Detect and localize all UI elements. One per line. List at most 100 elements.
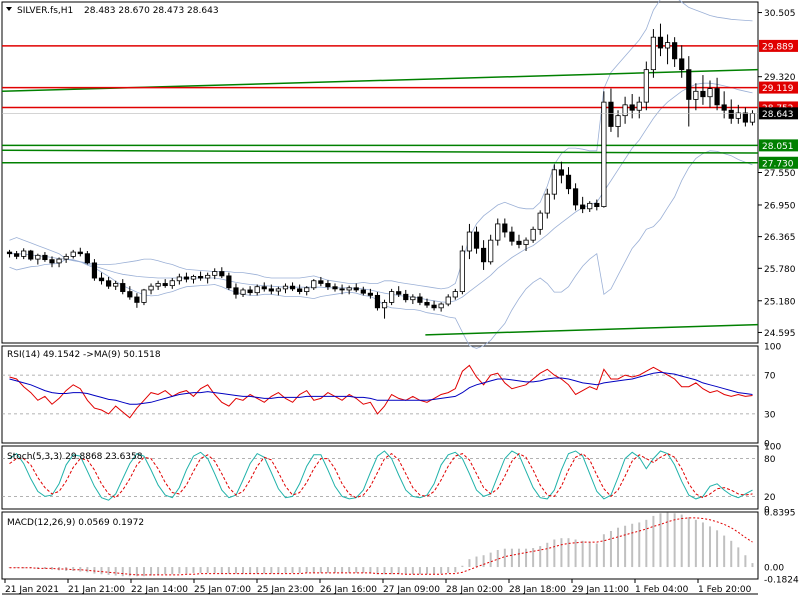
candle xyxy=(84,250,90,265)
candle-body-bull xyxy=(650,36,657,71)
price-tick-label: 26.950 xyxy=(764,201,796,211)
candle-body-bull xyxy=(275,288,282,292)
candle-body-bear xyxy=(98,277,105,282)
candle-body-bull xyxy=(254,286,260,294)
candle xyxy=(360,286,366,296)
candle xyxy=(70,249,76,259)
candle xyxy=(735,104,741,124)
candle-body-bull xyxy=(438,303,444,309)
time-tick-label: 1 Feb 20:00 xyxy=(698,585,752,595)
macd-signal-line xyxy=(9,517,753,576)
candle-body-bear xyxy=(516,240,522,245)
candle xyxy=(381,299,388,319)
candle xyxy=(565,167,572,195)
candle-body-bear xyxy=(120,283,126,292)
price-tick-label: 27.550 xyxy=(764,169,796,179)
candle-body-bull xyxy=(240,289,246,295)
candle-body-bear xyxy=(84,253,90,264)
candle-body-bear xyxy=(396,291,402,295)
candle xyxy=(77,247,83,257)
candle-body-bull xyxy=(466,231,473,252)
candle xyxy=(664,34,671,65)
candle xyxy=(318,276,324,287)
time-tick-label: 21 Jan 21:00 xyxy=(68,585,125,595)
candle-body-bull xyxy=(544,193,550,214)
candle xyxy=(56,257,62,268)
candle-body-bear xyxy=(219,271,225,277)
candle xyxy=(155,280,161,290)
candle-body-bear xyxy=(403,293,409,301)
candle xyxy=(282,283,289,294)
candle-body-bear xyxy=(183,276,190,280)
price-tag-bg xyxy=(759,139,798,152)
candle xyxy=(289,282,296,292)
candle xyxy=(615,110,621,138)
bollinger-lower-line xyxy=(9,150,753,349)
candle-body-bull xyxy=(169,280,175,287)
candle-body-bull xyxy=(537,212,543,230)
collapse-triangle-icon[interactable] xyxy=(6,7,12,11)
candle-body-bull xyxy=(155,283,161,287)
trend-line-2[interactable] xyxy=(425,323,759,336)
candle xyxy=(105,276,112,289)
candle xyxy=(700,75,706,105)
candle-body-bear xyxy=(473,231,480,249)
candle xyxy=(325,280,331,290)
candle-body-bear xyxy=(480,247,487,263)
candle xyxy=(686,56,692,127)
candle xyxy=(190,274,197,284)
candle xyxy=(431,300,437,311)
stoch-tick-label: 80 xyxy=(764,455,776,465)
candle xyxy=(261,282,267,292)
candle-body-bull xyxy=(212,271,218,276)
macd-tick-label: -0.1824 xyxy=(764,576,799,586)
candle xyxy=(530,226,536,243)
price-tick-label: 30.505 xyxy=(764,9,796,19)
candle xyxy=(176,273,182,285)
candle-body-bear xyxy=(197,276,204,279)
candle xyxy=(226,272,232,290)
candle xyxy=(219,267,225,279)
candle-body-bull xyxy=(452,291,458,298)
candle-body-bull xyxy=(176,276,182,282)
candle-body-bear xyxy=(565,174,572,190)
candle-body-bear xyxy=(268,288,274,292)
candle-body-bull xyxy=(148,285,154,291)
candle-body-bear xyxy=(289,285,296,290)
candle xyxy=(14,250,20,260)
candle xyxy=(523,237,529,251)
candle-body-bear xyxy=(509,231,515,242)
candle xyxy=(353,283,359,293)
chart-ohlc: 28.483 28.670 28.473 28.643 xyxy=(84,6,219,16)
candle-body-bull xyxy=(601,101,607,207)
candle-body-bull xyxy=(70,251,76,257)
candle-body-bull xyxy=(282,285,289,290)
price-tag-bg xyxy=(759,81,798,94)
candle-body-bull xyxy=(636,101,642,111)
candle-body-bear xyxy=(700,90,706,98)
candle xyxy=(650,29,657,78)
pane-frame-macd xyxy=(1,511,759,580)
candle xyxy=(396,286,402,297)
trend-line-1[interactable] xyxy=(1,149,759,154)
candle-body-bear xyxy=(14,253,20,257)
candle-body-bear xyxy=(42,254,48,261)
candle xyxy=(240,287,246,297)
candle-body-bear xyxy=(297,288,303,292)
candle-body-bear xyxy=(424,302,430,306)
candle-body-bear xyxy=(49,259,55,264)
candle-body-bear xyxy=(233,287,239,295)
candle-body-bear xyxy=(572,188,579,206)
candle-body-bull xyxy=(311,280,317,289)
candle xyxy=(148,283,154,295)
candle-body-bull xyxy=(56,258,62,264)
candle-body-bear xyxy=(721,104,727,111)
candle xyxy=(749,110,756,126)
candle-body-bull xyxy=(707,88,713,98)
candle xyxy=(339,284,345,295)
candle xyxy=(35,253,41,265)
candle-body-bull xyxy=(615,115,621,127)
candle-body-bull xyxy=(530,228,536,241)
time-tick-label: 25 Jan 23:00 xyxy=(257,585,314,595)
